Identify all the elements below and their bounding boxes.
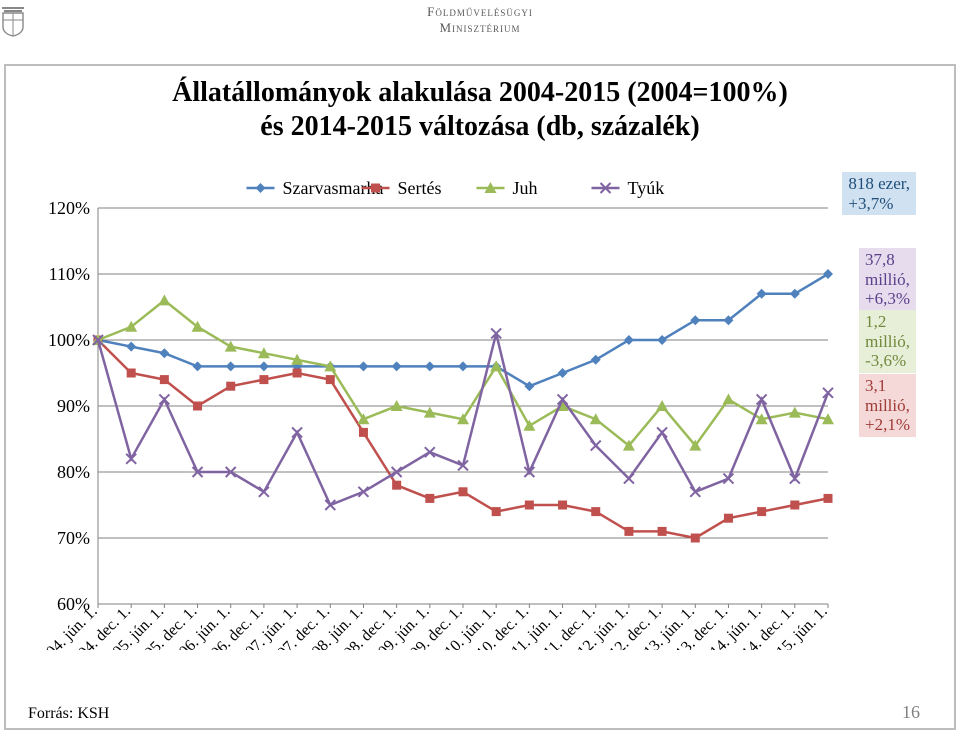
svg-text:Sertés: Sertés	[398, 178, 442, 198]
annot-szarvasmarha: 818 ezer,+3,7%	[842, 172, 916, 215]
crest-icon	[0, 4, 26, 38]
svg-text:120%: 120%	[48, 198, 90, 218]
annot-juh: 1,2millió,-3,6%	[859, 310, 916, 373]
svg-text:110%: 110%	[49, 264, 90, 284]
ministry-name-2: Minisztérium	[0, 20, 960, 36]
line-chart: 60%70%80%90%100%110%120%2004. jún. 1.200…	[28, 160, 938, 650]
chart-container: 60%70%80%90%100%110%120%2004. jún. 1.200…	[28, 160, 938, 650]
annot-tyuk: 37,8millió,+6,3%	[859, 248, 916, 311]
page-number: 16	[902, 702, 920, 723]
chart-title: Állatállományok alakulása 2004-2015 (200…	[0, 76, 960, 143]
title-line1: Állatállományok alakulása 2004-2015 (200…	[172, 77, 788, 108]
svg-text:100%: 100%	[48, 330, 90, 350]
annot-sertes: 3,1millió,+2,1%	[859, 374, 916, 437]
svg-text:80%: 80%	[57, 462, 90, 482]
svg-text:70%: 70%	[57, 528, 90, 548]
svg-text:90%: 90%	[57, 396, 90, 416]
svg-text:Tyúk: Tyúk	[628, 178, 665, 198]
ministry-header: Földművelésügyi Minisztérium	[0, 4, 960, 36]
svg-text:Juh: Juh	[513, 178, 538, 198]
source-label: Forrás: KSH	[28, 705, 109, 723]
ministry-name-1: Földművelésügyi	[0, 4, 960, 20]
title-line2: és 2014-2015 változása (db, százalék)	[260, 111, 699, 142]
